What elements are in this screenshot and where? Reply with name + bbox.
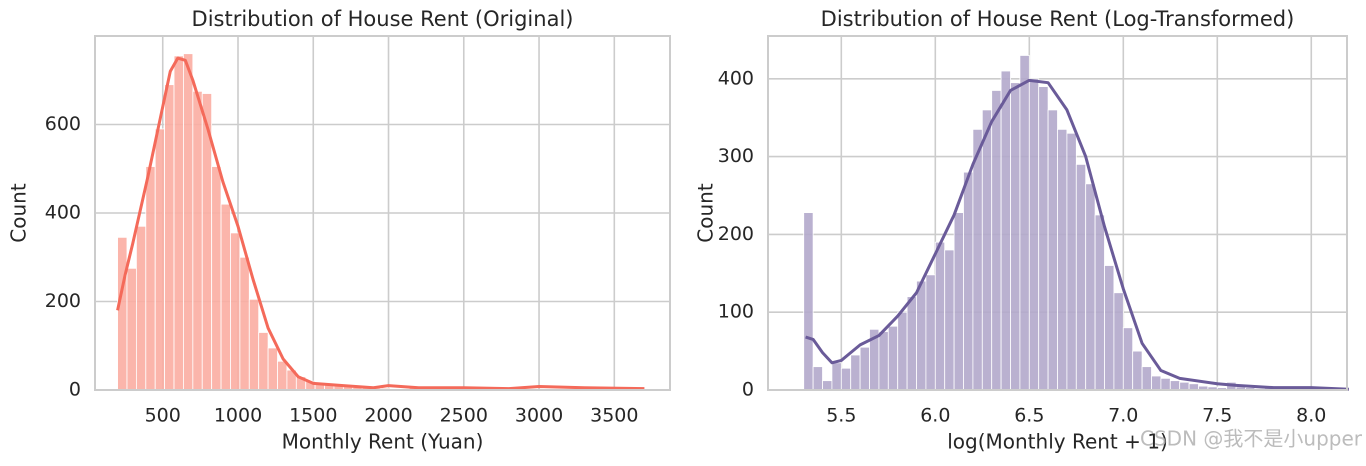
bar: [1169, 380, 1181, 391]
x-tick-label: 6.5: [1014, 405, 1044, 427]
bar: [1104, 265, 1115, 391]
y-tick-label: 400: [45, 202, 81, 224]
bar: [1057, 128, 1068, 391]
bar: [1151, 375, 1162, 391]
bar: [239, 256, 250, 391]
bar: [1085, 183, 1096, 391]
bar: [840, 367, 852, 391]
bar: [1113, 292, 1124, 391]
bar: [183, 53, 194, 391]
bar: [831, 362, 842, 391]
bar: [944, 249, 955, 391]
bar: [803, 212, 814, 391]
bar: [1122, 327, 1134, 391]
y-axis-label: Count: [7, 183, 31, 243]
plot-frame: [767, 35, 1348, 391]
bar: [145, 166, 156, 391]
bar: [173, 55, 184, 391]
bar: [1010, 82, 1021, 391]
x-tick-label: 3500: [590, 405, 638, 427]
plot-frame: [94, 35, 671, 391]
y-tick-label: 0: [742, 379, 754, 401]
bar: [126, 267, 137, 391]
y-tick-label: 200: [45, 290, 81, 312]
bar: [1160, 377, 1171, 391]
bar: [230, 232, 241, 391]
bar: [277, 360, 288, 391]
x-tick-label: 1500: [289, 405, 337, 427]
x-tick-label: 5.5: [826, 405, 856, 427]
bar: [211, 166, 222, 391]
bar: [1028, 78, 1040, 391]
bar: [248, 298, 260, 391]
chart-title: Distribution of House Rent (Log-Transfor…: [821, 7, 1295, 31]
x-axis-label: Monthly Rent (Yuan): [282, 430, 484, 454]
x-tick-label: 8.0: [1296, 405, 1326, 427]
bar: [812, 366, 823, 391]
y-tick-label: 0: [69, 379, 81, 401]
bar: [916, 280, 927, 391]
bar: [1047, 109, 1058, 391]
bar: [972, 128, 983, 391]
bar: [934, 241, 946, 391]
bar: [822, 380, 833, 391]
chart-title: Distribution of House Rent (Original): [192, 7, 574, 31]
x-tick-label: 7.0: [1108, 405, 1138, 427]
x-tick-label: 2000: [364, 405, 412, 427]
bar: [878, 331, 889, 391]
y-axis-label: Count: [694, 183, 718, 243]
bar: [154, 128, 166, 391]
bar: [906, 296, 917, 391]
subplot: 500 1000 1500 2000 2500 3000 3500 0 200 400 600 Dis…: [7, 7, 671, 454]
bar: [1019, 55, 1030, 391]
bar: [850, 354, 861, 391]
bar: [887, 325, 899, 391]
watermark: CSDN @我不是小upper: [1140, 427, 1363, 451]
bar: [963, 171, 974, 391]
bar: [267, 347, 278, 391]
bar: [1000, 70, 1011, 391]
bar: [164, 84, 175, 391]
x-axis-label: log(Monthly Rent + 1): [947, 430, 1168, 454]
bar: [1075, 163, 1087, 391]
bar: [991, 90, 1002, 391]
bar: [258, 332, 269, 391]
bar: [925, 274, 936, 391]
kde-line: [805, 78, 1349, 391]
x-tick-label: 7.5: [1202, 405, 1232, 427]
bar: [1141, 366, 1152, 391]
x-tick-label: 6.0: [920, 405, 950, 427]
y-tick-label: 300: [718, 145, 754, 167]
bar: [192, 90, 203, 391]
y-tick-label: 600: [45, 113, 81, 135]
x-tick-label: 3000: [515, 405, 563, 427]
y-tick-label: 100: [718, 301, 754, 323]
bar: [859, 346, 870, 391]
bar: [981, 109, 993, 391]
bar: [1066, 132, 1077, 391]
y-tick-label: 200: [718, 223, 754, 245]
kde-line: [116, 56, 645, 391]
x-tick-label: 500: [145, 405, 181, 427]
bar: [117, 236, 128, 391]
bar: [1038, 86, 1049, 391]
bar: [953, 212, 964, 391]
bar: [1179, 381, 1190, 391]
bar: [1132, 350, 1143, 391]
x-tick-label: 1000: [214, 405, 262, 427]
bar: [220, 203, 231, 391]
bar: [1094, 214, 1105, 391]
bar: [135, 225, 147, 391]
y-tick-label: 400: [718, 67, 754, 89]
subplot: 5.5 6.0 6.5 7.0 7.5 8.0 0 100 200 300 400 Distribut…: [694, 7, 1350, 454]
bar: [897, 311, 908, 391]
x-tick-label: 2500: [440, 405, 488, 427]
